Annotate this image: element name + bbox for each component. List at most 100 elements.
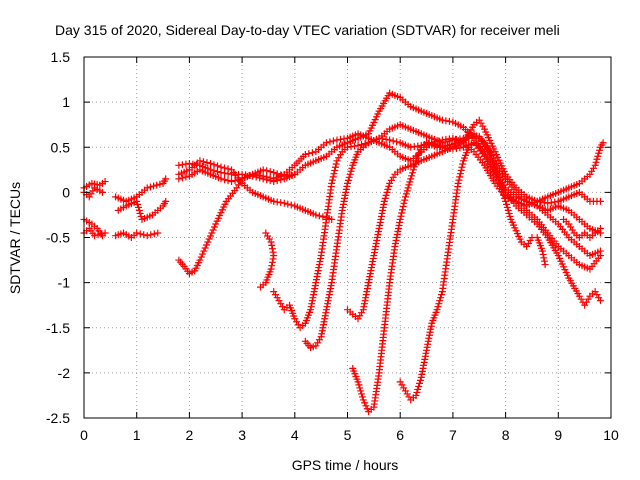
- data-point: [328, 179, 336, 187]
- data-point: [472, 133, 480, 141]
- data-point: [268, 258, 276, 266]
- data-point: [331, 163, 339, 171]
- data-point: [273, 177, 281, 185]
- data-point: [538, 247, 546, 255]
- data-point: [415, 382, 423, 390]
- data-point: [331, 166, 339, 174]
- data-point: [263, 167, 271, 175]
- data-point: [414, 142, 422, 150]
- data-point: [336, 135, 344, 143]
- data-point: [284, 200, 292, 208]
- data-point: [221, 164, 229, 172]
- y-tick-label: -2: [58, 365, 71, 381]
- data-point: [221, 176, 229, 184]
- data-point: [437, 143, 445, 151]
- data-point: [268, 262, 276, 270]
- data-point: [332, 160, 340, 168]
- data-point: [326, 138, 334, 146]
- y-tick-label: 1: [62, 94, 70, 110]
- data-point: [201, 244, 209, 252]
- x-tick-label: 6: [396, 427, 404, 443]
- data-point: [436, 297, 444, 305]
- data-point: [340, 135, 348, 143]
- data-point: [433, 143, 441, 151]
- data-point: [458, 163, 466, 171]
- data-point: [197, 253, 205, 261]
- data-point: [595, 149, 603, 157]
- data-point: [407, 143, 415, 151]
- data-point: [593, 155, 601, 163]
- data-point: [162, 197, 170, 205]
- data-point: [487, 151, 495, 159]
- data-point: [501, 194, 509, 202]
- data-point: [214, 162, 222, 170]
- data-point: [98, 188, 106, 196]
- data-point: [224, 165, 232, 173]
- data-point: [175, 161, 183, 169]
- data-point: [133, 229, 141, 237]
- data-point: [270, 178, 278, 186]
- data-point: [235, 176, 243, 184]
- data-point: [416, 379, 424, 387]
- data-point: [270, 197, 278, 205]
- data-point: [133, 197, 141, 205]
- data-point: [382, 191, 390, 199]
- data-point: [380, 197, 388, 205]
- y-axis-label: SDTVAR / TECUs: [7, 182, 23, 294]
- data-point: [200, 247, 208, 255]
- data-point: [205, 235, 213, 243]
- data-point: [210, 223, 218, 231]
- data-point: [465, 134, 473, 142]
- data-point: [383, 188, 391, 196]
- data-point: [396, 215, 404, 223]
- data-point: [491, 164, 499, 172]
- data-point: [410, 143, 418, 151]
- data-point: [456, 170, 464, 178]
- data-point: [503, 203, 511, 211]
- data-point: [147, 231, 155, 239]
- data-point: [442, 117, 450, 125]
- data-point: [496, 179, 504, 187]
- data-point: [486, 148, 494, 156]
- data-point: [447, 141, 455, 149]
- data-point: [407, 175, 415, 183]
- data-point: [381, 194, 389, 202]
- data-point: [162, 175, 170, 183]
- series-s7: [114, 197, 170, 223]
- data-point: [333, 136, 341, 144]
- data-point: [344, 179, 351, 187]
- data-point: [134, 200, 142, 208]
- x-tick-label: 10: [603, 427, 619, 443]
- data-point: [287, 201, 295, 209]
- data-point: [414, 385, 422, 393]
- data-point: [210, 167, 218, 175]
- data-point: [199, 250, 207, 258]
- data-point: [409, 166, 417, 174]
- data-point: [361, 140, 369, 148]
- data-point: [456, 173, 464, 181]
- data-point: [252, 173, 260, 181]
- data-point: [277, 199, 285, 207]
- data-point: [346, 170, 354, 178]
- data-point: [269, 255, 277, 263]
- data-point: [209, 226, 217, 234]
- data-point: [348, 164, 356, 172]
- data-point: [178, 161, 186, 169]
- data-point: [287, 171, 295, 179]
- series-s12: [257, 229, 278, 291]
- data-point: [434, 303, 442, 311]
- data-point: [357, 387, 365, 395]
- x-tick-label: 8: [502, 427, 510, 443]
- data-point: [410, 163, 418, 171]
- data-point: [228, 178, 236, 186]
- data-point: [156, 180, 164, 188]
- data-point: [505, 209, 513, 217]
- data-point: [322, 139, 330, 147]
- data-point: [199, 158, 207, 166]
- data-point: [268, 245, 276, 253]
- data-point: [358, 390, 366, 398]
- data-point: [259, 175, 267, 183]
- data-point: [273, 170, 281, 178]
- data-point: [384, 185, 392, 193]
